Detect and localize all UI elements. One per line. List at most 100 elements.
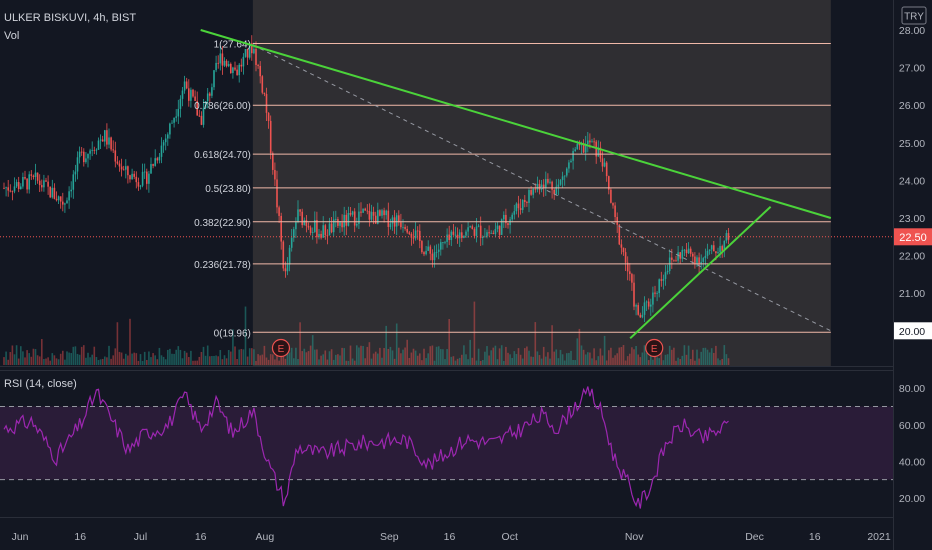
- candle-body: [452, 231, 455, 235]
- volume-bar: [198, 356, 201, 365]
- fib-level-label: 0.5(23.80): [205, 184, 251, 195]
- volume-bar: [488, 355, 490, 365]
- candle-body: [99, 139, 102, 141]
- volume-bar: [603, 335, 606, 365]
- volume-bar: [570, 350, 572, 365]
- volume-bar: [536, 351, 539, 365]
- volume-bar: [173, 353, 175, 365]
- candle-body: [255, 49, 257, 65]
- volume-bar: [532, 356, 534, 365]
- candle-body: [660, 279, 663, 281]
- trendline-layer[interactable]: [0, 29, 893, 340]
- candle-body: [566, 168, 568, 176]
- candle-body: [400, 222, 402, 228]
- fib-level-label: 0.786(26.00): [194, 101, 251, 112]
- candle-body: [694, 256, 696, 265]
- volume-bar: [612, 357, 614, 365]
- dashed-projection-line[interactable]: [252, 44, 832, 332]
- volume-bar: [122, 358, 125, 365]
- candle-body: [710, 245, 713, 250]
- price-axis[interactable]: 20.00 21.00 22.00 23.00 24.00 25.00 26.00 27.00…: [894, 25, 932, 340]
- candle-body: [570, 160, 572, 163]
- candle-body: [545, 178, 547, 188]
- volume-bar: [692, 349, 694, 365]
- volume-bar: [97, 360, 100, 365]
- candle-body: [307, 225, 310, 228]
- volume-bar: [246, 356, 249, 365]
- candle-body: [578, 143, 581, 146]
- volume-bar: [311, 335, 314, 365]
- volume-bar: [9, 352, 12, 365]
- candle-body: [141, 171, 144, 186]
- volume-bar: [454, 360, 457, 365]
- rsi-layer: [0, 386, 893, 509]
- candle-body: [148, 173, 150, 184]
- candle-body: [5, 187, 7, 189]
- earnings-marker-label: E: [278, 344, 285, 355]
- volume-bar: [387, 348, 390, 365]
- candle-body: [263, 92, 266, 94]
- volume-bar: [660, 347, 663, 365]
- volume-bar: [685, 354, 688, 365]
- candle-body: [276, 179, 278, 208]
- candle-body: [278, 207, 280, 216]
- candle-body: [131, 173, 133, 180]
- time-tick-label: Oct: [502, 531, 518, 543]
- candle-body: [521, 199, 524, 210]
- price-tick-label: 26.00: [899, 100, 925, 112]
- volume-bar: [524, 348, 526, 365]
- volume-bar: [30, 356, 33, 365]
- candle-body: [421, 241, 423, 253]
- volume-bar: [34, 349, 37, 365]
- candle-body: [534, 188, 537, 190]
- volume-bar: [423, 348, 425, 365]
- volume-bar: [196, 360, 198, 365]
- candle-body: [68, 191, 70, 201]
- candle-body: [431, 253, 434, 261]
- rsi-axis[interactable]: 20.00 40.00 60.00 80.00: [899, 383, 925, 505]
- candle-body: [626, 262, 629, 272]
- candle-body: [427, 246, 429, 251]
- earnings-marker[interactable]: [645, 338, 664, 358]
- candle-body: [353, 211, 356, 226]
- candle-body: [274, 169, 276, 180]
- candle-body: [314, 220, 316, 232]
- candle-body: [215, 62, 217, 71]
- time-axis[interactable]: Jun 16 Jul 16 Aug Sep 16 Oct Nov Dec 16 2021: [12, 531, 891, 543]
- candle-body: [389, 223, 392, 227]
- volume-bar: [51, 353, 54, 365]
- candle-body: [687, 248, 690, 254]
- volume-bar: [150, 357, 152, 365]
- volume-bar: [190, 350, 192, 365]
- candle-body: [492, 232, 495, 235]
- volume-bar: [675, 360, 677, 365]
- symbol-title[interactable]: ULKER BISKUVI, 4h, BIST: [4, 12, 136, 24]
- volume-bar: [696, 349, 698, 365]
- ascending-trendline[interactable]: [629, 205, 772, 340]
- volume-bar: [135, 353, 138, 365]
- candle-body: [120, 166, 123, 170]
- earnings-marker[interactable]: [271, 338, 291, 358]
- volume-bar: [605, 360, 608, 365]
- volume-bar: [17, 358, 20, 365]
- volume-bar: [137, 360, 140, 365]
- candle-body: [288, 247, 291, 265]
- rsi-label[interactable]: RSI (14, close): [4, 378, 77, 390]
- candle-body: [101, 139, 104, 142]
- volume-bar: [540, 358, 543, 365]
- candle-body: [440, 242, 442, 250]
- volume-bar: [114, 348, 117, 365]
- volume-bar: [498, 348, 501, 365]
- volume-bar: [255, 360, 257, 365]
- volume-label[interactable]: Vol: [4, 30, 19, 42]
- currency-badge[interactable]: TRY: [901, 6, 927, 25]
- volume-bar: [307, 351, 310, 365]
- candle-body: [26, 178, 28, 190]
- candle-body: [654, 292, 656, 294]
- volume-bar: [358, 347, 360, 365]
- descending-trendline[interactable]: [200, 29, 832, 219]
- volume-bar: [448, 319, 450, 365]
- candle-body: [74, 171, 77, 175]
